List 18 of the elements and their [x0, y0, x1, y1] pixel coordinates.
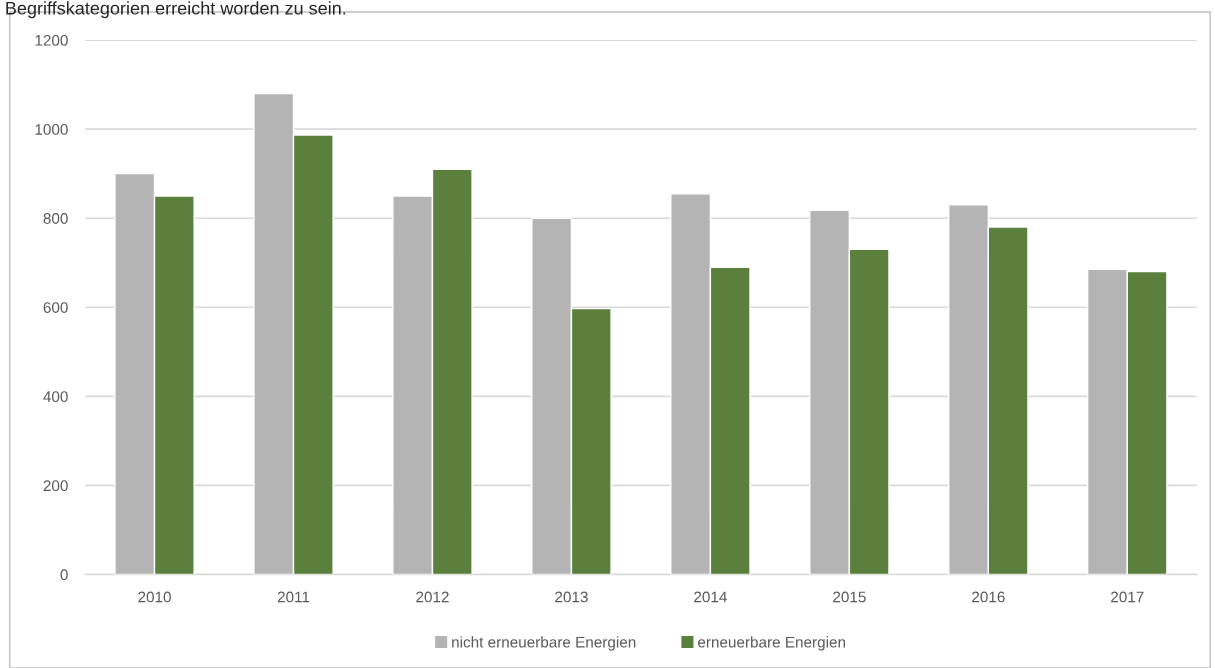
- x-tick-label: 2011: [277, 591, 310, 603]
- x-tick-label: 2014: [694, 591, 727, 603]
- text: Begriffskategorien erreicht worden zu sein.: [6, 1, 346, 19]
- x-tick-label: 2012: [416, 591, 449, 603]
- x-tick-label: 2010: [138, 591, 171, 603]
- legend-label: nicht erneuerbare Energien: [452, 636, 636, 651]
- y-tick-label: 1200: [35, 34, 68, 46]
- y-tick-label: 600: [43, 302, 68, 313]
- legend-label: erneuerbare Energien: [698, 636, 846, 651]
- y-tick-label: 800: [43, 213, 68, 224]
- y-tick-label: 0: [60, 569, 68, 581]
- y-tick-label: 1000: [35, 124, 68, 135]
- x-tick-label: 2013: [555, 591, 588, 603]
- x-tick-label: 2016: [972, 591, 1005, 603]
- y-tick-label: 400: [43, 391, 68, 403]
- y-tick-label: 200: [43, 480, 68, 492]
- x-tick-label: 2017: [1111, 591, 1144, 603]
- x-tick-label: 2015: [833, 591, 866, 603]
